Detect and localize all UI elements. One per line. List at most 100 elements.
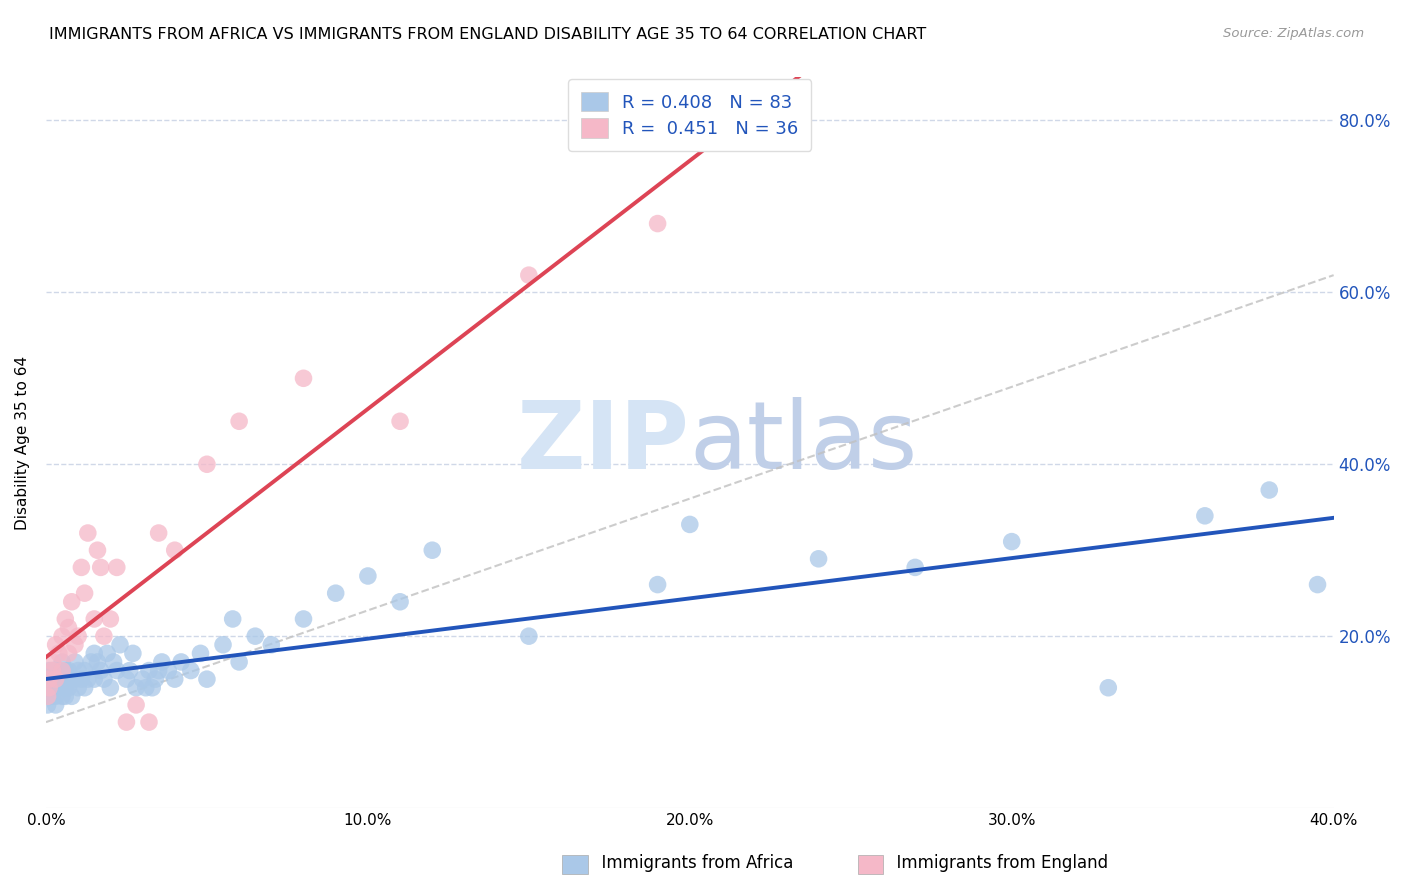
Point xyxy=(58,646,80,660)
Point xyxy=(58,621,80,635)
Point xyxy=(145,672,167,686)
Point xyxy=(41,690,63,704)
Point xyxy=(122,646,145,660)
Point xyxy=(45,664,67,678)
Point xyxy=(389,414,412,428)
Point xyxy=(70,560,93,574)
Point xyxy=(180,664,202,678)
Point xyxy=(60,672,83,686)
Point xyxy=(51,672,73,686)
Point xyxy=(647,577,669,591)
Point xyxy=(83,672,105,686)
Point xyxy=(42,672,65,686)
Point xyxy=(292,371,315,385)
Point xyxy=(103,655,125,669)
Point xyxy=(517,629,540,643)
Point xyxy=(63,672,86,686)
Point xyxy=(98,612,121,626)
Point xyxy=(807,551,830,566)
Text: Immigrants from Africa: Immigrants from Africa xyxy=(591,855,793,872)
Text: Source: ZipAtlas.com: Source: ZipAtlas.com xyxy=(1223,27,1364,40)
Point xyxy=(38,681,60,695)
Point xyxy=(190,646,212,660)
Point xyxy=(38,681,60,695)
Point xyxy=(86,655,108,669)
Point xyxy=(125,681,148,695)
Point xyxy=(93,629,115,643)
Point xyxy=(212,638,235,652)
Point xyxy=(131,672,153,686)
Point xyxy=(357,569,380,583)
Point xyxy=(58,664,80,678)
Point xyxy=(67,681,90,695)
Point xyxy=(170,655,193,669)
Point xyxy=(45,672,67,686)
Point xyxy=(63,638,86,652)
Point xyxy=(83,612,105,626)
Text: Immigrants from England: Immigrants from England xyxy=(886,855,1108,872)
Point xyxy=(38,672,60,686)
Point xyxy=(135,681,157,695)
Point xyxy=(163,672,186,686)
Point xyxy=(53,690,76,704)
Point xyxy=(148,526,170,541)
Point xyxy=(41,655,63,669)
Point xyxy=(96,646,118,660)
Point xyxy=(38,664,60,678)
Point xyxy=(90,560,112,574)
Point xyxy=(904,560,927,574)
Y-axis label: Disability Age 35 to 64: Disability Age 35 to 64 xyxy=(15,356,30,530)
Point xyxy=(245,629,267,643)
Point xyxy=(48,681,70,695)
Point xyxy=(118,664,141,678)
Point xyxy=(41,664,63,678)
Point xyxy=(228,414,250,428)
Point xyxy=(679,517,702,532)
Point xyxy=(90,664,112,678)
Point xyxy=(58,681,80,695)
Point xyxy=(141,681,163,695)
Legend: R = 0.408   N = 83, R =  0.451   N = 36: R = 0.408 N = 83, R = 0.451 N = 36 xyxy=(568,79,811,151)
Point xyxy=(53,664,76,678)
Point xyxy=(83,646,105,660)
Point xyxy=(67,664,90,678)
Point xyxy=(148,664,170,678)
Point xyxy=(60,690,83,704)
Point xyxy=(53,612,76,626)
Point xyxy=(138,715,160,730)
Point xyxy=(51,664,73,678)
Point xyxy=(125,698,148,712)
Point xyxy=(51,690,73,704)
Point xyxy=(76,672,98,686)
Point xyxy=(325,586,347,600)
Point xyxy=(67,629,90,643)
Point xyxy=(45,638,67,652)
Point xyxy=(73,681,96,695)
Point xyxy=(98,681,121,695)
Point xyxy=(37,698,59,712)
Point xyxy=(48,672,70,686)
Point xyxy=(76,526,98,541)
Point xyxy=(157,664,180,678)
Point xyxy=(60,595,83,609)
Point xyxy=(1306,577,1329,591)
Point xyxy=(138,664,160,678)
Point xyxy=(517,268,540,282)
Point xyxy=(86,543,108,558)
Point xyxy=(45,698,67,712)
Point xyxy=(48,646,70,660)
Point xyxy=(221,612,243,626)
Point xyxy=(63,655,86,669)
Point xyxy=(163,543,186,558)
Point xyxy=(41,681,63,695)
Point xyxy=(41,664,63,678)
Point xyxy=(260,638,283,652)
Point xyxy=(53,681,76,695)
Point xyxy=(115,672,138,686)
Point xyxy=(51,629,73,643)
Point xyxy=(73,664,96,678)
Point xyxy=(150,655,173,669)
Point xyxy=(93,672,115,686)
Point xyxy=(228,655,250,669)
Point xyxy=(292,612,315,626)
